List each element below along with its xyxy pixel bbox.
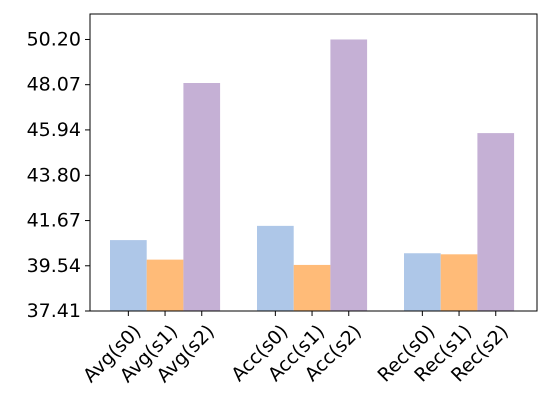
y-tick-label: 45.94 (27, 119, 81, 141)
y-tick-label: 48.07 (27, 74, 81, 96)
bar-rec-s0 (404, 253, 441, 311)
bar-acc-s2 (330, 39, 368, 311)
bar-acc-s0 (257, 225, 294, 311)
bar-avg-s2 (183, 82, 221, 311)
y-tick-label: 37.41 (27, 300, 81, 322)
bars-layer (110, 39, 515, 311)
plot-frame (89, 13, 538, 312)
y-axis: 37.41 39.54 41.67 43.80 45.94 48.07 50.20 (27, 28, 90, 322)
y-tick-label: 41.67 (27, 210, 81, 232)
y-tick-label: 50.20 (27, 28, 81, 50)
bar-rec-s1 (440, 254, 478, 311)
bar-avg-s1 (146, 259, 184, 311)
y-tick-label: 39.54 (27, 255, 81, 277)
bar-avg-s0 (110, 240, 147, 311)
x-axis: Avg(s0)Avg(s1)Avg(s2) Acc(s0)Acc(s1)Acc(s… (79, 311, 513, 387)
bar-acc-s1 (293, 264, 331, 311)
bar-rec-s2 (477, 133, 515, 311)
y-tick-label: 43.80 (27, 164, 81, 186)
